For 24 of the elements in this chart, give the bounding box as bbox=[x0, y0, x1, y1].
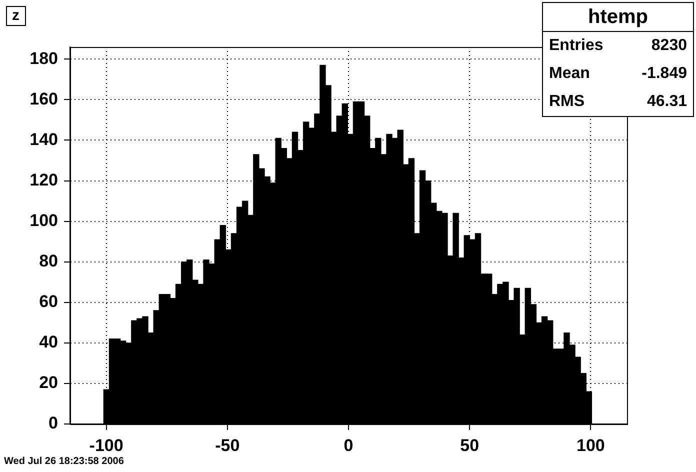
y-tick-label: 0 bbox=[48, 414, 58, 433]
annotation: Entries bbox=[549, 36, 604, 56]
annotation: RMS bbox=[549, 92, 585, 112]
x-tick-label: 50 bbox=[460, 436, 480, 455]
text: -1.849 bbox=[642, 64, 687, 84]
x-tick-label: 100 bbox=[576, 436, 605, 455]
x-tick-label: -50 bbox=[215, 436, 240, 455]
y-tick-label: 60 bbox=[39, 292, 58, 312]
y-tick-label: 140 bbox=[30, 130, 58, 149]
x-tick-label: -100 bbox=[89, 436, 124, 455]
text: htemp bbox=[543, 3, 693, 32]
y-tick-label: 100 bbox=[30, 211, 58, 230]
x-tick-label: 0 bbox=[344, 436, 354, 455]
text: 8230 bbox=[651, 36, 687, 56]
y-tick-label: 20 bbox=[39, 373, 58, 392]
text: Wed Jul 26 18:23:58 2006 bbox=[4, 456, 124, 467]
y-tick-label: 120 bbox=[30, 170, 58, 190]
y-tick-label: 40 bbox=[39, 332, 58, 352]
annotation: Mean bbox=[549, 64, 590, 84]
y-tick-label: 80 bbox=[39, 252, 58, 271]
y-tick-label: 160 bbox=[30, 89, 58, 108]
chart-title: z bbox=[6, 6, 26, 26]
text: 46.31 bbox=[646, 92, 687, 112]
y-tick-label: 180 bbox=[30, 48, 58, 68]
